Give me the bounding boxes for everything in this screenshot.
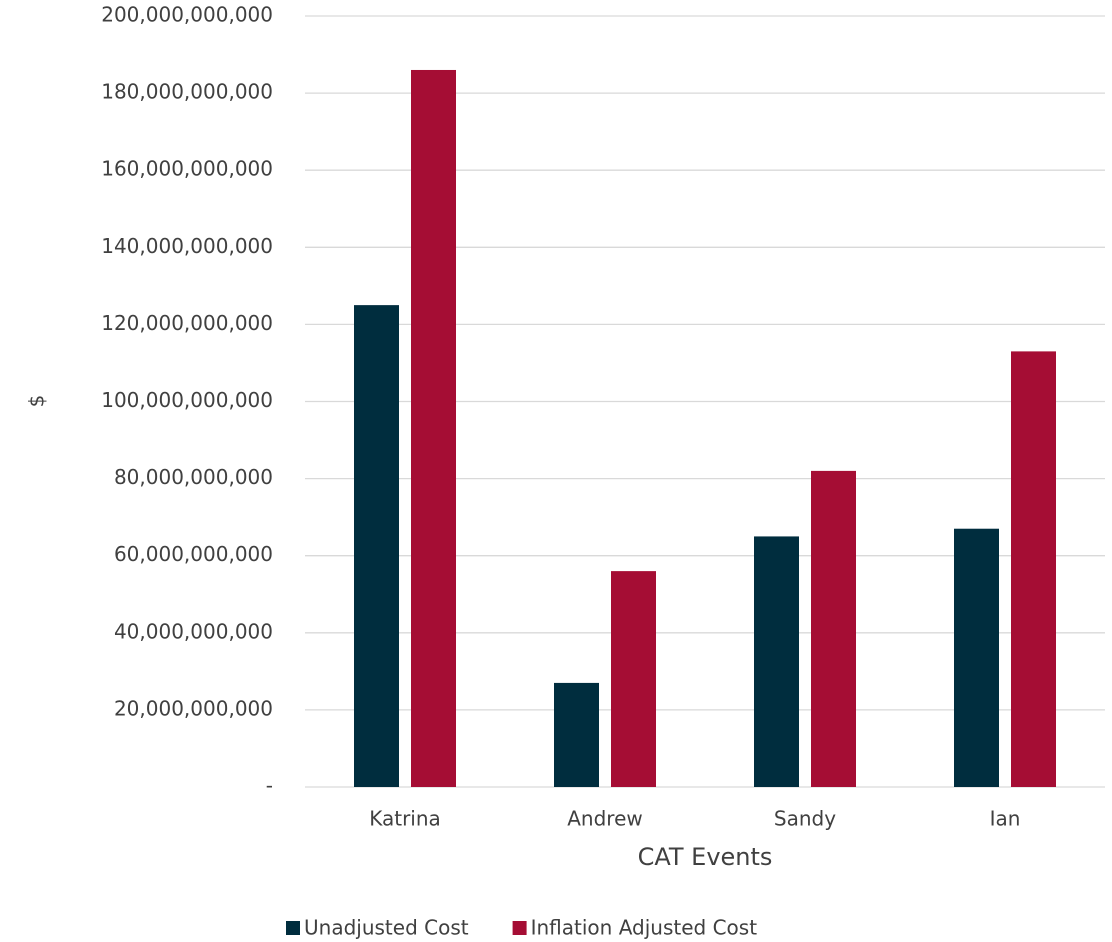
y-tick-label: - xyxy=(266,774,273,798)
bar xyxy=(611,571,656,787)
bar xyxy=(811,470,856,787)
y-tick-label: 40,000,000,000 xyxy=(114,619,273,643)
bar xyxy=(1011,351,1056,787)
legend-label: Inflation Adjusted Cost xyxy=(531,916,758,940)
bar xyxy=(354,305,399,787)
x-tick-label: Katrina xyxy=(369,807,441,831)
y-tick-label: 60,000,000,000 xyxy=(114,542,273,566)
x-tick-label: Sandy xyxy=(774,807,836,831)
bar xyxy=(954,528,999,787)
y-tick-label: 80,000,000,000 xyxy=(114,465,273,489)
x-tick-label: Ian xyxy=(990,807,1021,831)
bar xyxy=(411,69,456,788)
y-tick-label: 160,000,000,000 xyxy=(101,157,273,181)
y-tick-label: 100,000,000,000 xyxy=(101,388,273,412)
y-tick-label: 120,000,000,000 xyxy=(101,311,273,335)
y-tick-label: 180,000,000,000 xyxy=(101,80,273,104)
x-tick-label: Andrew xyxy=(567,807,643,831)
legend-swatch xyxy=(286,921,300,935)
y-tick-label: 140,000,000,000 xyxy=(101,234,273,258)
bar xyxy=(554,682,599,787)
y-axis-title: $ xyxy=(25,395,49,408)
y-tick-label: 20,000,000,000 xyxy=(114,696,273,720)
y-tick-label: 200,000,000,000 xyxy=(101,3,273,27)
bar xyxy=(754,536,799,787)
x-axis-title: CAT Events xyxy=(638,843,773,871)
legend-label: Unadjusted Cost xyxy=(304,916,469,940)
legend-swatch xyxy=(512,921,527,935)
